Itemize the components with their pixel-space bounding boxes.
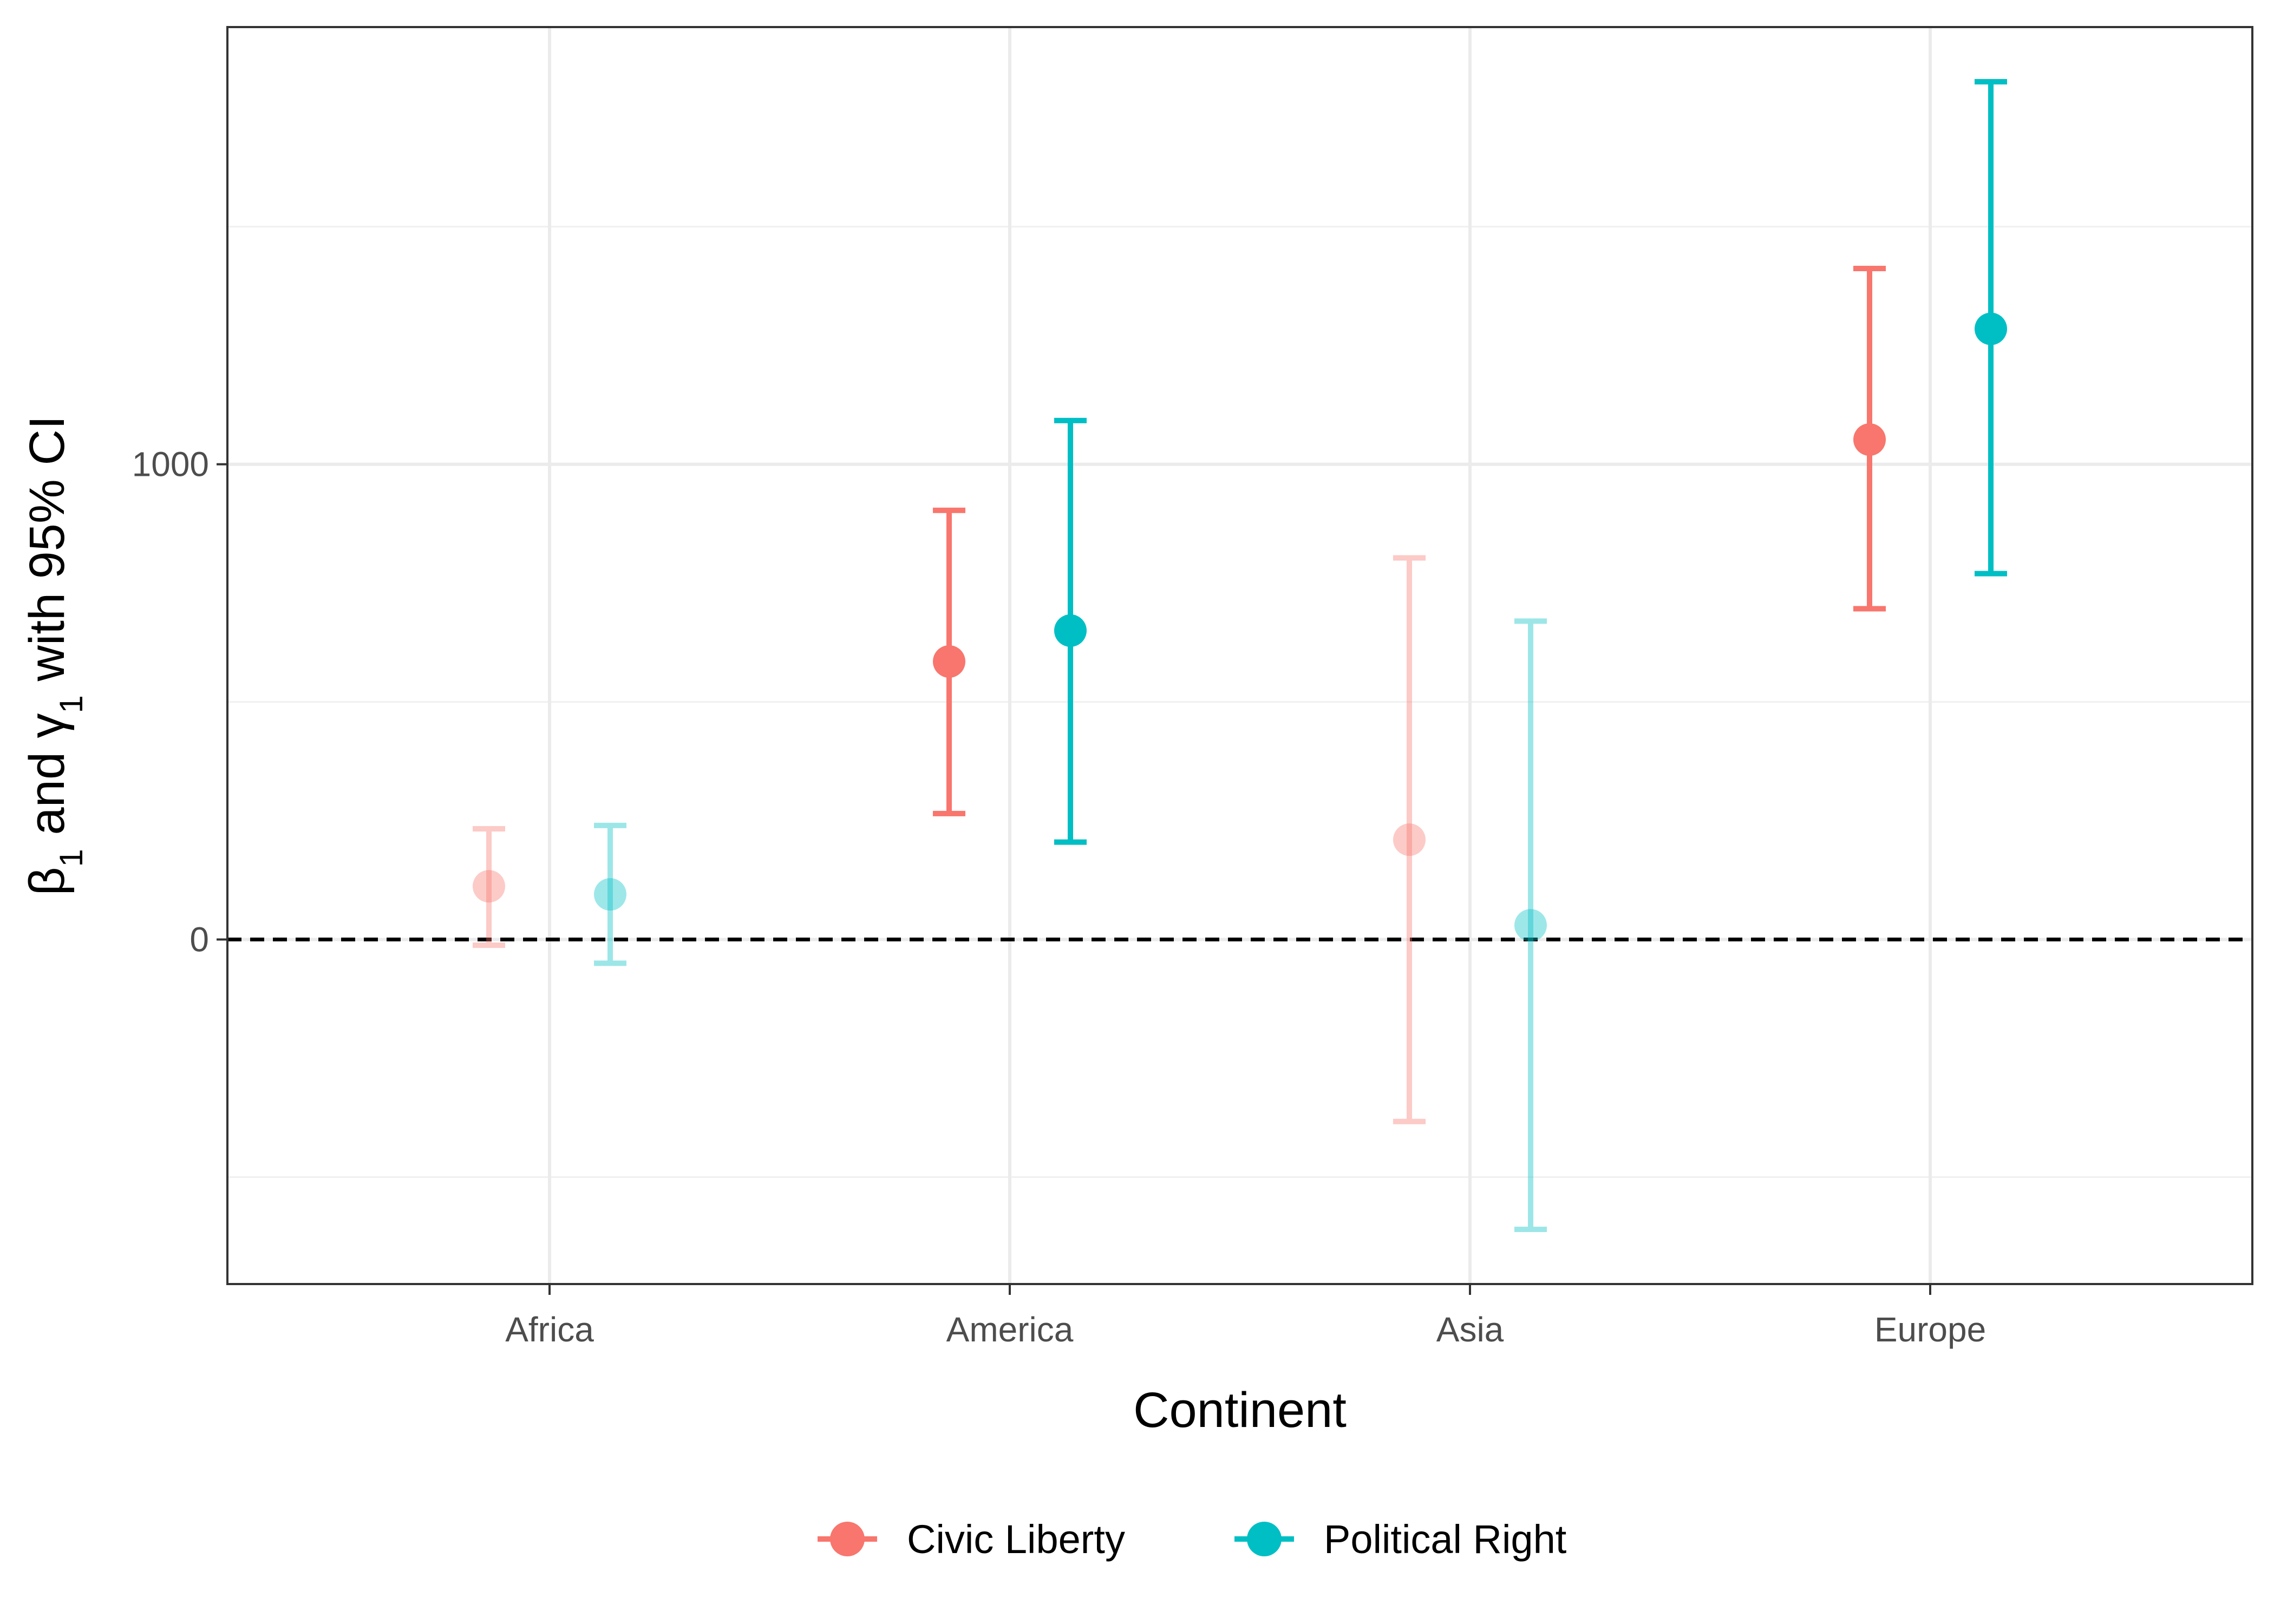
error-bar bbox=[1393, 555, 1426, 1124]
x-tick-label: Africa bbox=[505, 1310, 594, 1349]
x-axis: Africa America Asia Europe bbox=[505, 1284, 1986, 1349]
point-estimate bbox=[594, 878, 626, 911]
y-axis: 0 1000 bbox=[132, 445, 227, 959]
y-axis-title-gamma: γ bbox=[19, 713, 75, 738]
point-estimate bbox=[1054, 614, 1087, 647]
x-tick-label: Asia bbox=[1436, 1310, 1504, 1349]
panel-background bbox=[227, 27, 2252, 1284]
legend-item: Civic Liberty bbox=[818, 1517, 1125, 1562]
point-estimate bbox=[1514, 909, 1547, 942]
y-axis-title-sub1: 1 bbox=[53, 849, 89, 867]
y-axis-title-sub2: 1 bbox=[53, 695, 89, 713]
y-axis-title-rest: with 95% CI bbox=[19, 416, 75, 695]
error-bars-layer bbox=[473, 78, 2007, 1233]
x-tick-label: America bbox=[946, 1310, 1074, 1349]
point-estimate bbox=[1853, 423, 1886, 456]
points-layer bbox=[473, 312, 2007, 942]
grid-lines bbox=[227, 27, 2252, 1284]
legend-label: Political Right bbox=[1324, 1517, 1567, 1562]
point-estimate bbox=[933, 645, 965, 678]
error-bar bbox=[594, 822, 626, 966]
y-tick-label: 1000 bbox=[132, 445, 209, 484]
x-tick-label: Europe bbox=[1874, 1310, 1986, 1349]
y-axis-title-mid: and bbox=[19, 738, 75, 849]
panel-border bbox=[226, 26, 2253, 1285]
point-estimate bbox=[1975, 312, 2007, 345]
legend-item: Political Right bbox=[1234, 1517, 1567, 1562]
point-estimate bbox=[1393, 823, 1426, 856]
legend: Civic Liberty Political Right bbox=[818, 1517, 1567, 1562]
legend-label: Civic Liberty bbox=[907, 1517, 1125, 1562]
legend-key-point bbox=[830, 1522, 865, 1556]
point-estimate bbox=[473, 870, 505, 903]
y-axis-title: β1 and γ1 with 95% CI bbox=[19, 416, 89, 896]
error-bar bbox=[473, 826, 505, 948]
x-axis-title: Continent bbox=[1133, 1383, 1347, 1438]
y-tick-label: 0 bbox=[190, 920, 209, 959]
error-bar bbox=[1514, 618, 1547, 1233]
y-axis-title-beta: β bbox=[19, 867, 75, 895]
legend-key-point bbox=[1247, 1522, 1282, 1556]
